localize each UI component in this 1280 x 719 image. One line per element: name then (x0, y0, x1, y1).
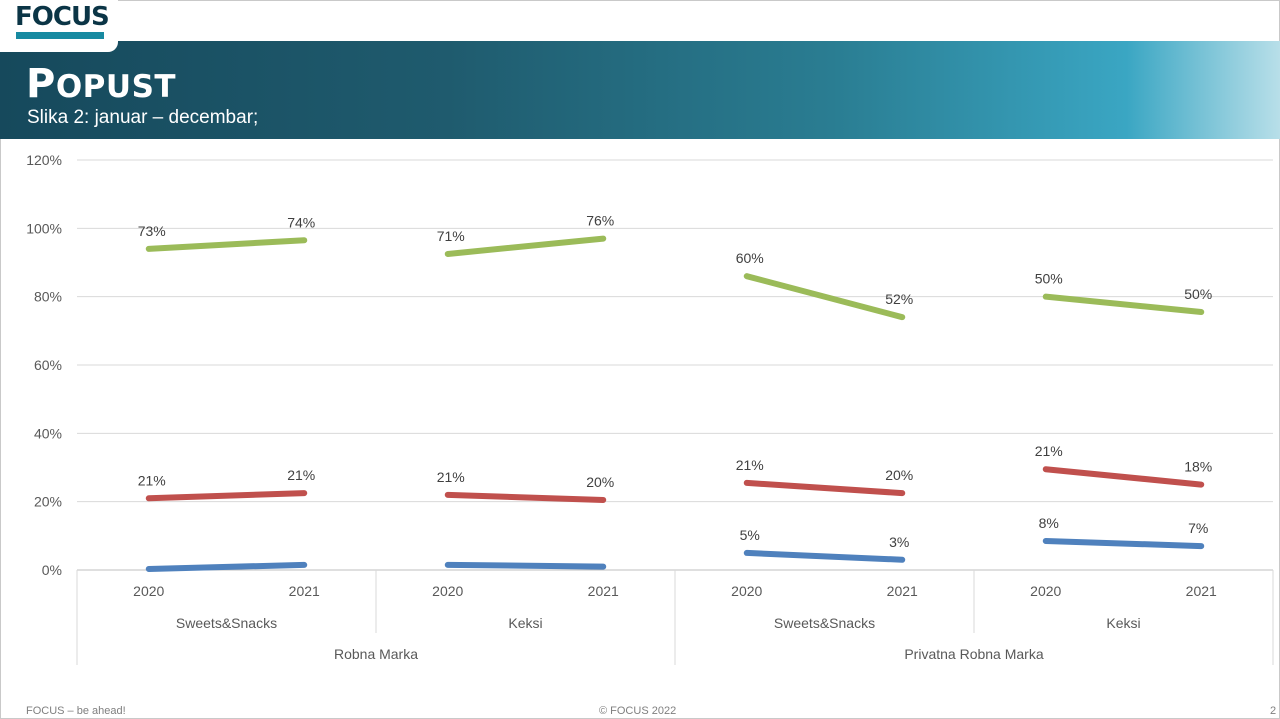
page-title: POPUST (26, 61, 177, 107)
series-line-segment (743, 479, 906, 497)
title-banner (0, 41, 1280, 139)
x-tick-label: 2021 (1186, 583, 1217, 599)
data-label: 21% (736, 457, 764, 473)
footer-page-number: 2 (1270, 705, 1277, 717)
x-tick-label: 2021 (289, 583, 320, 599)
data-label: 18% (1184, 459, 1212, 475)
x-category-label: Keksi (1106, 615, 1140, 631)
y-tick-label: 40% (34, 425, 62, 441)
data-label: 71% (437, 228, 465, 244)
series-line-segment (444, 491, 607, 503)
data-label: 50% (1184, 286, 1212, 302)
x-tick-label: 2020 (731, 583, 762, 599)
data-label: 52% (885, 291, 913, 307)
x-group-label: Privatna Robna Marka (904, 646, 1044, 662)
data-label: 21% (138, 472, 166, 488)
x-tick-label: 2020 (1030, 583, 1061, 599)
y-tick-label: 80% (34, 289, 62, 305)
data-label: 7% (1188, 520, 1208, 536)
footer-tagline: FOCUS – be ahead! (26, 705, 126, 717)
page-subtitle: Slika 2: januar – decembar; (27, 107, 259, 128)
data-label: 21% (437, 469, 465, 485)
data-label: 20% (586, 474, 614, 490)
logo: FOCUS (0, 0, 118, 52)
footer-copyright: © FOCUS 2022 (599, 705, 677, 717)
x-category-label: Keksi (508, 615, 542, 631)
x-tick-label: 2021 (887, 583, 918, 599)
series-line-segment (444, 235, 607, 257)
x-tick-label: 2020 (432, 583, 463, 599)
x-tick-label: 2021 (588, 583, 619, 599)
series-line-segment (145, 237, 308, 252)
series-line-segment (444, 561, 607, 570)
data-label: 21% (1035, 443, 1063, 459)
series-line-segment (1042, 537, 1205, 550)
data-label: 20% (885, 467, 913, 483)
data-label: 5% (740, 527, 760, 543)
logo-bar (16, 32, 104, 39)
data-label: 50% (1035, 271, 1063, 287)
data-label: 8% (1039, 515, 1059, 531)
x-category-label: Sweets&Snacks (774, 615, 875, 631)
logo-text: FOCUS (15, 2, 110, 32)
x-tick-label: 2020 (133, 583, 164, 599)
x-group-label: Robna Marka (334, 646, 418, 662)
y-tick-label: 60% (34, 357, 62, 373)
series-line-segment (1042, 466, 1205, 488)
series-line-segment (1042, 293, 1205, 316)
series-line-segment (145, 490, 308, 502)
data-label: 3% (889, 534, 909, 550)
data-label: 21% (287, 467, 315, 483)
series-line-segment (743, 549, 906, 563)
x-category-label: Sweets&Snacks (176, 615, 277, 631)
series-line-segment (145, 561, 308, 572)
y-tick-label: 120% (26, 152, 62, 168)
y-tick-label: 0% (42, 562, 62, 578)
data-label: 60% (736, 250, 764, 266)
data-label: 74% (287, 214, 315, 230)
y-tick-label: 100% (26, 220, 62, 236)
discount-line-chart: 0% 20% 40% 60% 80% 100% 120% 2020 2021 Sweets&Sna… (26, 152, 1274, 665)
data-label: 76% (586, 213, 614, 229)
y-tick-label: 20% (34, 494, 62, 510)
data-label: 73% (138, 223, 166, 239)
series-line-segment (743, 273, 906, 321)
